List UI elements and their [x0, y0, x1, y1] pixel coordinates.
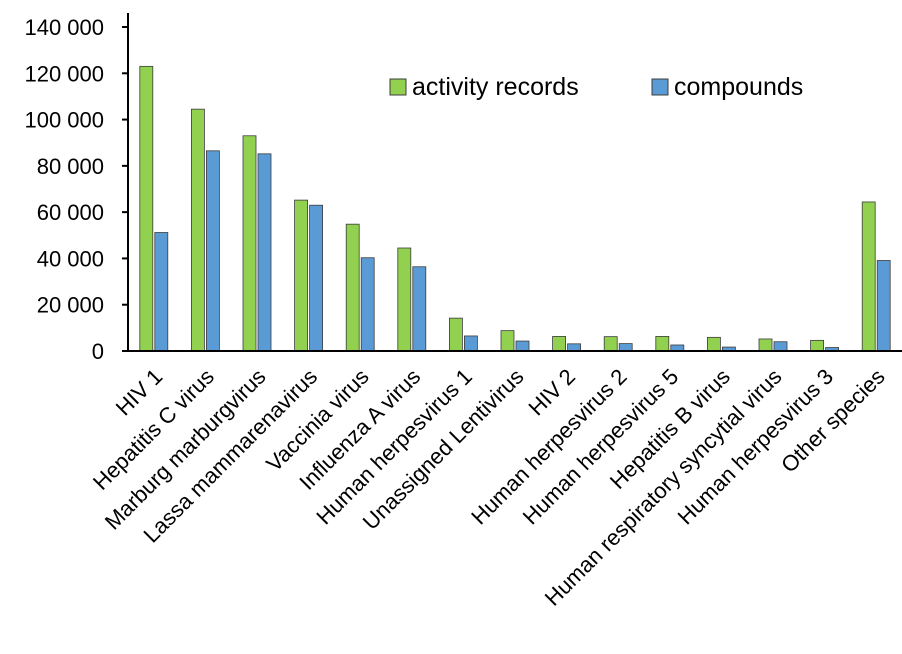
- bar-compounds-8: [567, 343, 581, 352]
- bar-activity-records-3: [294, 199, 309, 352]
- y-tick-label: 100 000: [24, 108, 104, 133]
- legend-label-activity-records: activity records: [412, 73, 579, 101]
- bar-activity-records-7: [500, 330, 515, 352]
- y-tick-label: 80 000: [37, 154, 104, 179]
- legend-swatch-compounds: [651, 78, 669, 96]
- y-tick-label: 120 000: [24, 61, 104, 86]
- bar-activity-records-11: [707, 336, 721, 352]
- y-tick-label: 140 000: [24, 15, 104, 40]
- bar-activity-records-10: [655, 336, 670, 352]
- y-tick-label: 0: [92, 339, 104, 364]
- axes-layer: [127, 13, 902, 352]
- bar-activity-records-12: [758, 338, 773, 352]
- legend-swatch-activity-records: [389, 78, 407, 96]
- bar-activity-records-2: [242, 135, 257, 352]
- bar-activity-records-8: [552, 336, 566, 352]
- bar-compounds-1: [205, 150, 220, 352]
- bar-activity-records-0: [139, 65, 154, 352]
- bar-compounds-7: [515, 340, 530, 352]
- bar-activity-records-6: [448, 317, 463, 352]
- bars-layer: [139, 65, 891, 352]
- legend-label-compounds: compounds: [674, 73, 803, 101]
- bar-compounds-4: [360, 257, 375, 352]
- legend: activity records compounds: [389, 73, 803, 101]
- bar-activity-records-14: [861, 201, 876, 352]
- bar-compounds-12: [773, 341, 788, 352]
- y-tick-label: 60 000: [37, 200, 104, 225]
- bar-compounds-14: [876, 260, 891, 352]
- bar-activity-records-13: [810, 339, 824, 352]
- bar-compounds-3: [309, 204, 324, 352]
- bar-activity-records-5: [397, 247, 412, 352]
- bar-compounds-0: [154, 232, 169, 352]
- bar-activity-records-4: [345, 223, 360, 352]
- bar-compounds-9: [618, 343, 633, 352]
- bar-activity-records-9: [603, 336, 618, 352]
- y-tick-label: 20 000: [37, 293, 104, 318]
- y-tick-label: 40 000: [37, 246, 104, 271]
- y-axis-ticks: 0 20 000 40 000 60 000 80 000 100 000 120 000 1…: [24, 15, 128, 364]
- bar-compounds-2: [257, 153, 272, 352]
- bar-compounds-5: [412, 266, 427, 352]
- bar-activity-records-1: [190, 108, 205, 352]
- bar-compounds-6: [463, 335, 478, 352]
